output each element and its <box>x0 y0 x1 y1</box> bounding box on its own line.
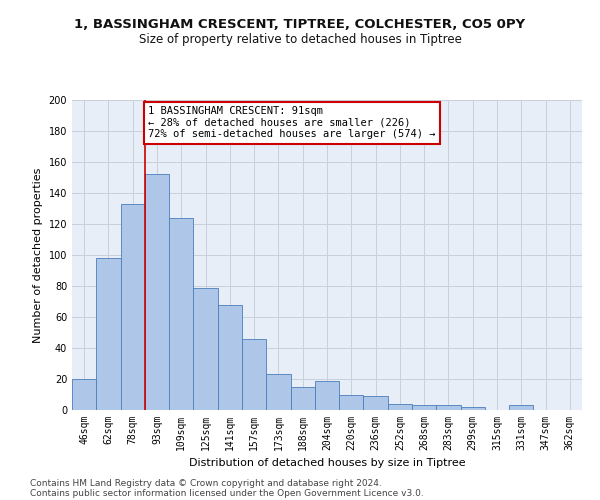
Bar <box>72 379 96 410</box>
Bar <box>145 174 169 410</box>
Bar <box>121 204 145 410</box>
Text: 1 BASSINGHAM CRESCENT: 91sqm
← 28% of detached houses are smaller (226)
72% of s: 1 BASSINGHAM CRESCENT: 91sqm ← 28% of de… <box>149 106 436 140</box>
Bar <box>436 406 461 410</box>
Text: 1, BASSINGHAM CRESCENT, TIPTREE, COLCHESTER, CO5 0PY: 1, BASSINGHAM CRESCENT, TIPTREE, COLCHES… <box>74 18 526 30</box>
Y-axis label: Number of detached properties: Number of detached properties <box>33 168 43 342</box>
Bar <box>218 304 242 410</box>
Text: Contains public sector information licensed under the Open Government Licence v3: Contains public sector information licen… <box>30 488 424 498</box>
Bar <box>315 380 339 410</box>
Bar <box>96 258 121 410</box>
Bar <box>412 406 436 410</box>
Text: Size of property relative to detached houses in Tiptree: Size of property relative to detached ho… <box>139 32 461 46</box>
Bar <box>339 394 364 410</box>
X-axis label: Distribution of detached houses by size in Tiptree: Distribution of detached houses by size … <box>188 458 466 468</box>
Bar <box>193 288 218 410</box>
Bar <box>364 396 388 410</box>
Bar <box>242 338 266 410</box>
Bar <box>290 387 315 410</box>
Bar <box>266 374 290 410</box>
Bar <box>169 218 193 410</box>
Text: Contains HM Land Registry data © Crown copyright and database right 2024.: Contains HM Land Registry data © Crown c… <box>30 478 382 488</box>
Bar <box>509 406 533 410</box>
Bar <box>461 407 485 410</box>
Bar <box>388 404 412 410</box>
